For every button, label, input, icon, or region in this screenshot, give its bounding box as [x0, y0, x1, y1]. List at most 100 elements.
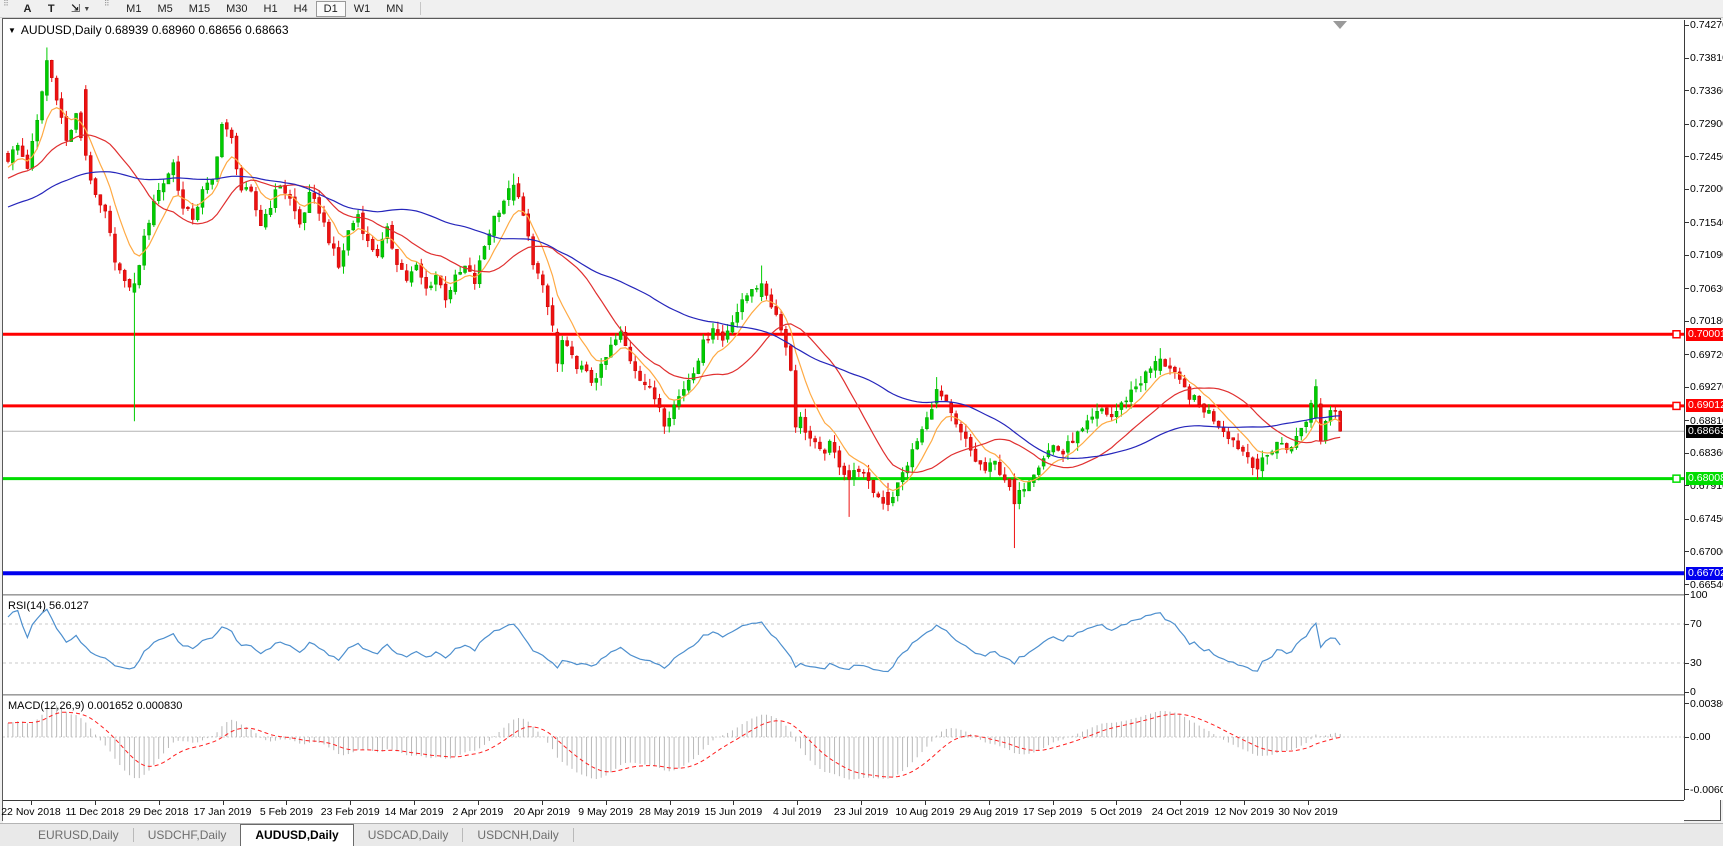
candle-body — [1109, 414, 1114, 418]
chart-tab-bar: EURUSD,Daily USDCHF,Daily AUDUSD,Daily USDC… — [0, 823, 1723, 846]
candle-body — [750, 289, 754, 297]
candle-body — [1075, 431, 1080, 444]
candle-body — [672, 404, 676, 419]
price-tick-mark — [1685, 386, 1689, 388]
candle-body — [346, 230, 351, 251]
timeframe-button-group: M1 M5 M15 M30 H1 H4 D1 W1 MN — [118, 0, 411, 17]
date-tick-label: 29 Dec 2018 — [128, 806, 189, 818]
chart-tab-AUDUSD[interactable]: AUDUSD,Daily — [240, 824, 354, 846]
candle-body — [832, 442, 837, 453]
timeframe-button-M1[interactable]: M1 — [126, 3, 142, 15]
timeframe-button-M5[interactable]: M5 — [157, 3, 173, 15]
candle-body — [667, 417, 671, 427]
rsi-indicator-pane[interactable] — [3, 596, 1684, 694]
candle-body — [531, 236, 535, 266]
candle-body — [993, 460, 997, 465]
candle-body — [1143, 371, 1148, 384]
chart-tab-EURUSD[interactable]: EURUSD,Daily — [38, 828, 119, 842]
toolbar-grip-icon[interactable]: ⠿ — [103, 0, 110, 8]
candle-body — [366, 234, 370, 241]
chart-tab-USDCAD[interactable]: USDCAD,Daily — [367, 828, 449, 842]
current-price-badge: 0.68663 — [1686, 424, 1723, 438]
candle-body — [779, 314, 783, 331]
label-tool-button[interactable]: A — [23, 3, 32, 15]
candle-body — [1012, 478, 1017, 505]
candle-body — [1119, 402, 1124, 410]
candle-body — [594, 378, 599, 383]
rsi-pane-separator[interactable] — [3, 594, 1723, 596]
candle-body — [1236, 440, 1240, 449]
candle-body — [803, 417, 808, 433]
shapes-tool-button[interactable]: ⇲ ▼ — [65, 1, 96, 17]
candle-body — [881, 497, 885, 504]
candle-body — [988, 462, 992, 472]
chart-shift-marker[interactable] — [1333, 21, 1347, 29]
candle-body — [385, 226, 389, 240]
candle-body — [735, 312, 740, 323]
date-tick-label: 28 May 2019 — [639, 806, 700, 818]
chart-collapse-icon[interactable]: ▼ — [8, 26, 16, 35]
candle-body — [599, 363, 603, 378]
candle-body — [205, 182, 210, 191]
main-price-chart[interactable] — [3, 20, 1684, 594]
level-line-handle[interactable] — [1672, 474, 1681, 483]
candle-body — [691, 373, 696, 381]
date-tick-label: 24 Oct 2019 — [1151, 806, 1209, 818]
candle-body — [1017, 489, 1022, 504]
rsi-tick-mark — [1685, 594, 1689, 596]
candle-body — [395, 248, 399, 265]
candle-body — [959, 424, 963, 433]
candle-body — [297, 209, 302, 225]
candle-body — [1260, 457, 1265, 472]
timeframe-button-H1[interactable]: H1 — [263, 3, 278, 15]
timeframe-button-M30[interactable]: M30 — [226, 3, 248, 15]
candle-body — [103, 204, 107, 212]
macd-indicator-pane[interactable] — [3, 696, 1684, 800]
candle-body — [390, 224, 394, 249]
candle-body — [1202, 403, 1206, 413]
toolbar-grip-icon[interactable]: ⠿ — [3, 0, 9, 8]
chevron-down-icon[interactable]: ▼ — [83, 6, 91, 13]
date-tick-label: 14 Mar 2019 — [384, 806, 444, 818]
level-line-handle[interactable] — [1672, 401, 1681, 411]
timeframe-button-M15[interactable]: M15 — [188, 3, 211, 15]
level-line-handle[interactable] — [1672, 330, 1681, 339]
chart-tab-USDCNH[interactable]: USDCNH,Daily — [477, 828, 559, 842]
price-tick-mark — [1685, 123, 1689, 125]
candle-body — [900, 472, 905, 483]
candle-body — [370, 238, 375, 251]
candle-body — [968, 437, 973, 451]
date-tick-mark — [414, 801, 416, 805]
timeframe-button-MN[interactable]: MN — [386, 3, 404, 15]
timeframe-button-H4[interactable]: H4 — [293, 3, 308, 15]
date-tick-label: 23 Feb 2019 — [320, 806, 380, 818]
candle-body — [701, 339, 706, 363]
date-tick-mark — [286, 801, 288, 805]
candle-body — [482, 246, 487, 260]
candle-body — [983, 462, 988, 471]
rsi-label: RSI(14) 56.0127 — [8, 600, 89, 612]
candle-body — [1134, 386, 1138, 390]
candle-body — [434, 275, 438, 285]
timeframe-button-D1[interactable]: D1 — [315, 1, 346, 17]
macd-pane-separator[interactable] — [3, 694, 1723, 696]
date-tick-mark — [350, 801, 352, 805]
chart-tab-USDCHF[interactable]: USDCHF,Daily — [147, 828, 227, 842]
candle-body — [842, 465, 847, 475]
candle-body — [784, 329, 788, 348]
candle-body — [876, 493, 881, 498]
date-axis[interactable]: 22 Nov 2018 11 Dec 2018 29 Dec 2018 17 Jan … — [1, 800, 1684, 823]
candle-body — [424, 277, 428, 289]
text-tool-button[interactable]: T — [47, 3, 55, 15]
timeframe-button-W1[interactable]: W1 — [353, 3, 371, 15]
chart-symbol-label: AUDUSD,Daily — [20, 23, 102, 37]
candle-body — [234, 135, 239, 170]
